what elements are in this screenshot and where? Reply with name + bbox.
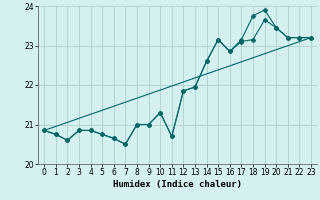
X-axis label: Humidex (Indice chaleur): Humidex (Indice chaleur) — [113, 180, 242, 189]
